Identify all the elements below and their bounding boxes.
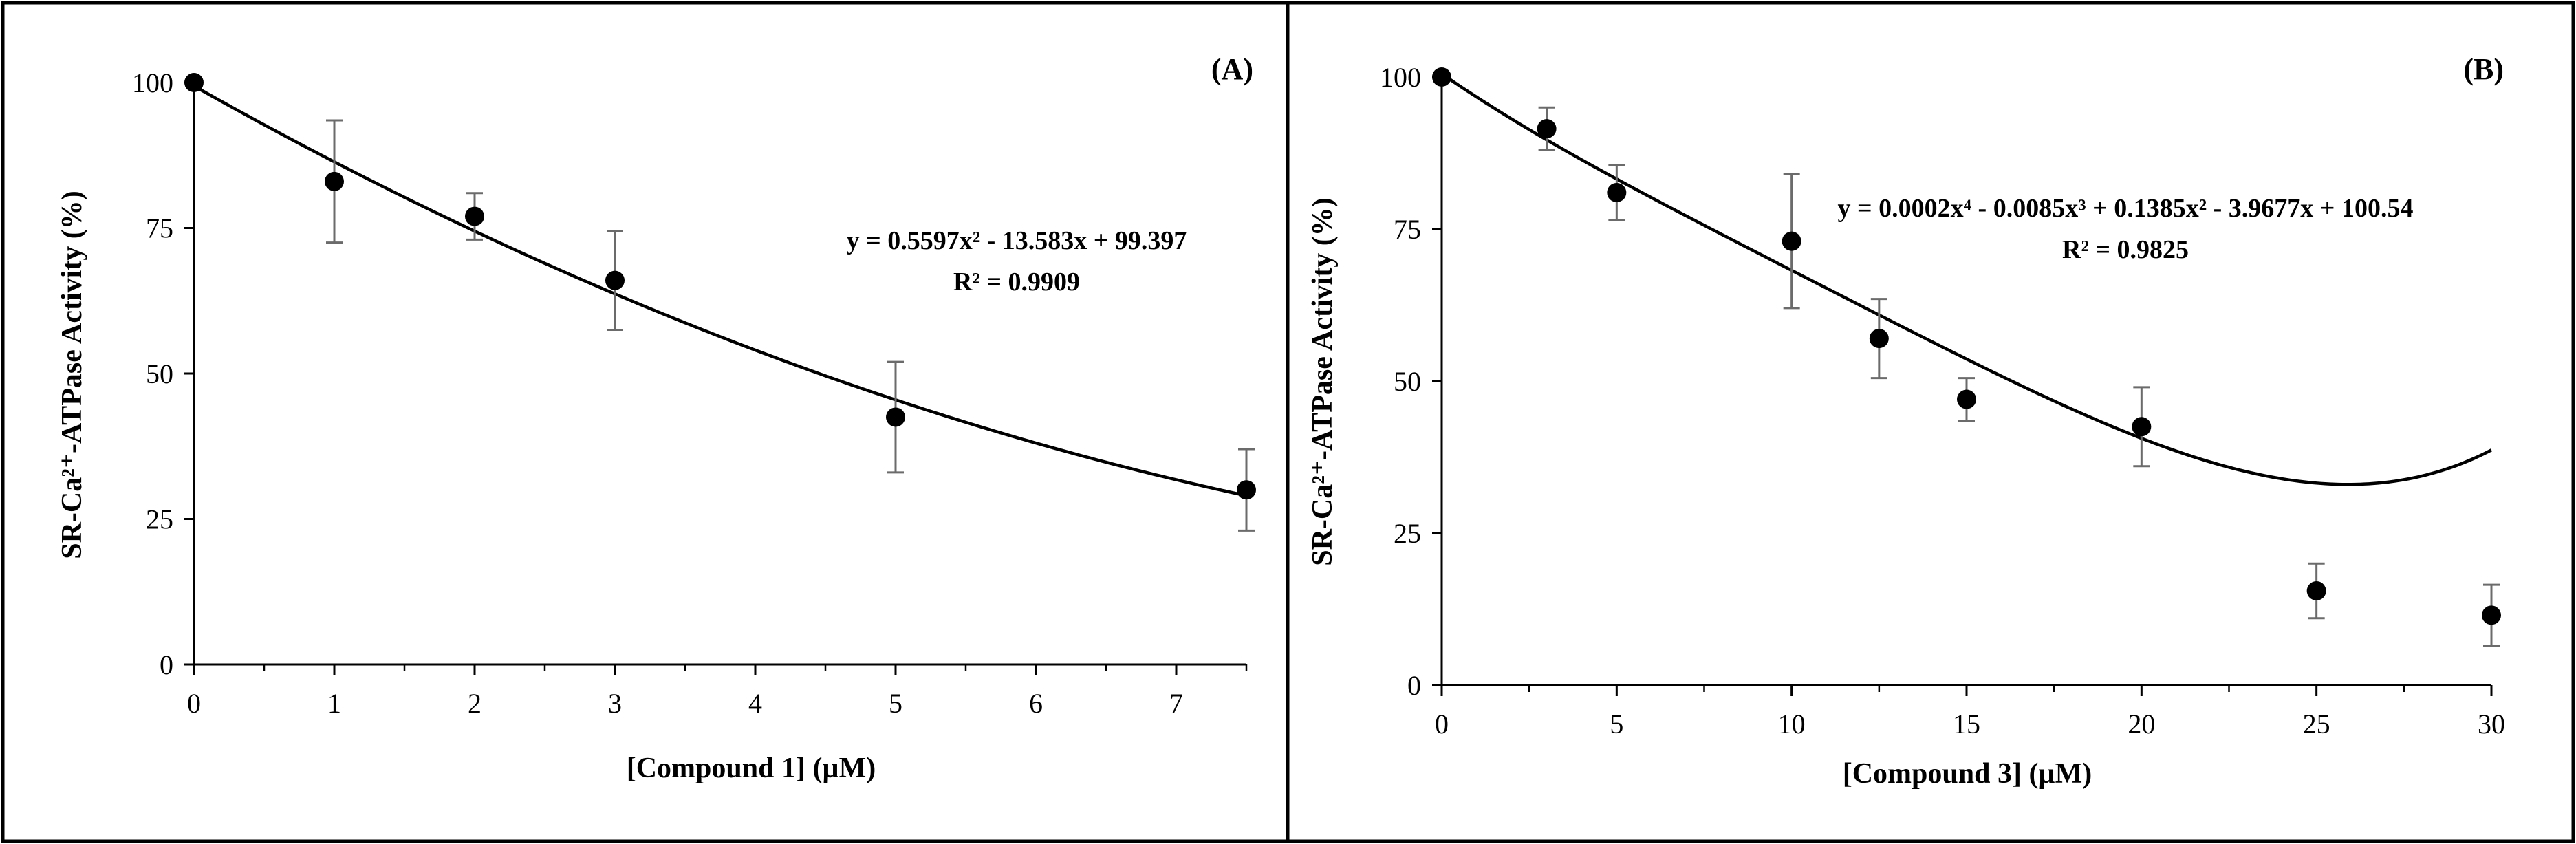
panel-b-x-tick-label: 0 <box>1435 708 1449 739</box>
panel-a-data-point <box>886 407 905 427</box>
panel-b-data-point <box>2482 605 2501 625</box>
panel-b-data-point <box>2306 581 2326 600</box>
panel-a-x-tick-label: 2 <box>468 688 481 719</box>
panel-b-data-point <box>1432 67 1451 87</box>
panel-a-equation: y = 0.5597x² - 13.583x + 99.397 <box>847 226 1187 255</box>
panel-b-y-tick-label: 50 <box>1394 366 1421 397</box>
panel-b-y-tick-label: 25 <box>1394 518 1421 549</box>
panel-a-x-tick-label: 1 <box>327 688 341 719</box>
panel-b-data-point <box>1537 119 1557 139</box>
panel-a-x-tick-label: 7 <box>1169 688 1183 719</box>
panel-a-x-tick-label: 3 <box>608 688 622 719</box>
panel-b-y-tick-label: 0 <box>1407 670 1421 701</box>
panel-b-label: (B) <box>2463 52 2504 86</box>
panel-b-data-point <box>2132 417 2152 437</box>
panel-a-x-tick-label: 0 <box>187 688 201 719</box>
panel-a-data-point <box>184 73 204 92</box>
panel-a-x-tick-label: 4 <box>748 688 762 719</box>
panel-a-y-axis-title: SR-Ca²⁺-ATPase Activity (%) <box>56 191 88 559</box>
panel-a-r2: R² = 0.9909 <box>953 268 1080 296</box>
panel-b-data-point <box>1957 389 1976 409</box>
panel-b-data-point <box>1607 182 1627 202</box>
panel-a-y-tick-label: 50 <box>146 358 173 389</box>
panel-b-x-tick-label: 25 <box>2303 708 2330 739</box>
panel-b-r2: R² = 0.9825 <box>2062 235 2189 264</box>
panel-b-plot: 0 25 50 75 100 0 5 10 15 20 25 30 <box>1380 62 2505 739</box>
panel-b-equation: y = 0.0002x⁴ - 0.0085x³ + 0.1385x² - 3.9… <box>1838 194 2414 223</box>
panel-a-y-tick-label: 75 <box>146 213 173 244</box>
panel-a-x-tick-label: 5 <box>889 688 902 719</box>
panel-b-x-tick-label: 10 <box>1778 708 1806 739</box>
panel-a-x-axis-title: [Compound 1] (µM) <box>627 753 876 784</box>
panel-a-data-point <box>1237 480 1256 500</box>
panel-b-x-tick-label: 5 <box>1610 708 1623 739</box>
panel-a: (A) y = 0.5597x² - 13.583x + 99.397 R² =… <box>1 1 1290 843</box>
panel-b-y-tick-label: 75 <box>1394 214 1421 245</box>
panel-b: (B) y = 0.0002x⁴ - 0.0085x³ + 0.1385x² -… <box>1286 1 2575 843</box>
panel-a-y-tick-label: 100 <box>132 67 173 98</box>
panel-a-data-point <box>325 171 344 191</box>
panel-a-y-tick-label: 0 <box>160 649 173 680</box>
panel-b-y-axis-title: SR-Ca²⁺-ATPase Activity (%) <box>1307 197 1339 566</box>
panel-a-y-tick-label: 25 <box>146 504 173 535</box>
panel-b-x-tick-label: 15 <box>1953 708 1980 739</box>
panel-b-data-point <box>1782 231 1801 251</box>
panel-b-frame <box>1286 1 2575 843</box>
panel-b-x-tick-label: 20 <box>2128 708 2155 739</box>
panel-a-plot: 0 25 50 75 100 0 1 2 3 4 5 6 7 <box>132 67 1256 719</box>
panel-a-x-tick-label: 6 <box>1029 688 1043 719</box>
panel-b-x-axis-title: [Compound 3] (µM) <box>1843 758 2092 790</box>
panel-a-fit-curve <box>193 85 1247 497</box>
panel-a-label: (A) <box>1211 52 1253 86</box>
panel-a-data-point <box>465 206 484 226</box>
panel-b-data-point <box>1869 329 1889 349</box>
panel-a-data-point <box>605 270 625 290</box>
panel-b-y-tick-label: 100 <box>1380 62 1421 93</box>
panel-b-x-tick-label: 30 <box>2478 708 2505 739</box>
